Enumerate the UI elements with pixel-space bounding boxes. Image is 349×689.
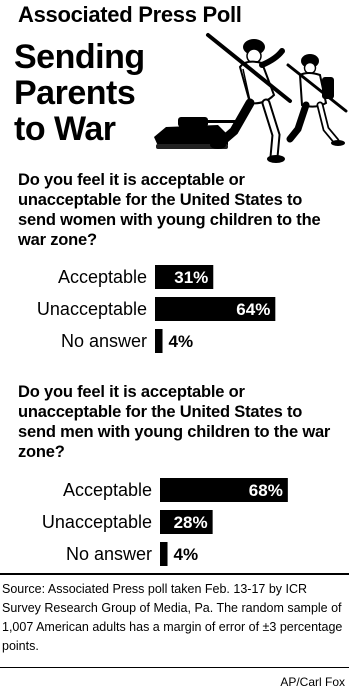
header: Associated Press Poll Sending Parents to… [0,0,349,168]
bar [155,265,214,289]
value-label: 4% [169,332,194,351]
category-label: Acceptable [58,267,147,287]
value-label: 31% [174,268,208,287]
category-label: Unacceptable [42,512,152,532]
running-soldier-icon-2 [286,54,348,146]
value-label: 4% [174,545,199,564]
chart-men: Acceptable 68% Unacceptable 28% No answer 4% [42,478,288,566]
tank-icon [154,117,240,149]
bar [160,542,168,566]
soldiers-illustration [154,33,348,163]
bar [155,297,276,321]
value-label: 28% [174,513,208,532]
bar [160,510,213,534]
headline-line-3: to War [14,110,116,148]
question-1: Do you feel it is acceptable or unaccept… [18,171,321,249]
running-soldier-icon [206,33,292,163]
value-label: 68% [249,481,283,500]
bar [155,329,163,353]
question-2: Do you feel it is acceptable or unaccept… [18,383,331,461]
chart-women: Acceptable 31% Unacceptable 64% No answer 4% [37,265,276,353]
category-label: No answer [61,331,147,351]
bar [160,478,288,502]
headline: Sending Parents to War [14,39,184,147]
source-note: Source: Associated Press poll taken Feb.… [2,582,343,653]
divider-bottom [0,667,349,668]
poll-title: Associated Press Poll [18,2,242,27]
category-label: Acceptable [63,480,152,500]
value-label: 64% [236,300,270,319]
headline-line-1: Sending [14,38,145,76]
category-label: Unacceptable [37,299,147,319]
photo-credit: AP/Carl Fox [280,675,345,689]
headline-line-2: Parents [14,74,136,112]
category-label: No answer [66,544,152,564]
divider [0,573,349,575]
